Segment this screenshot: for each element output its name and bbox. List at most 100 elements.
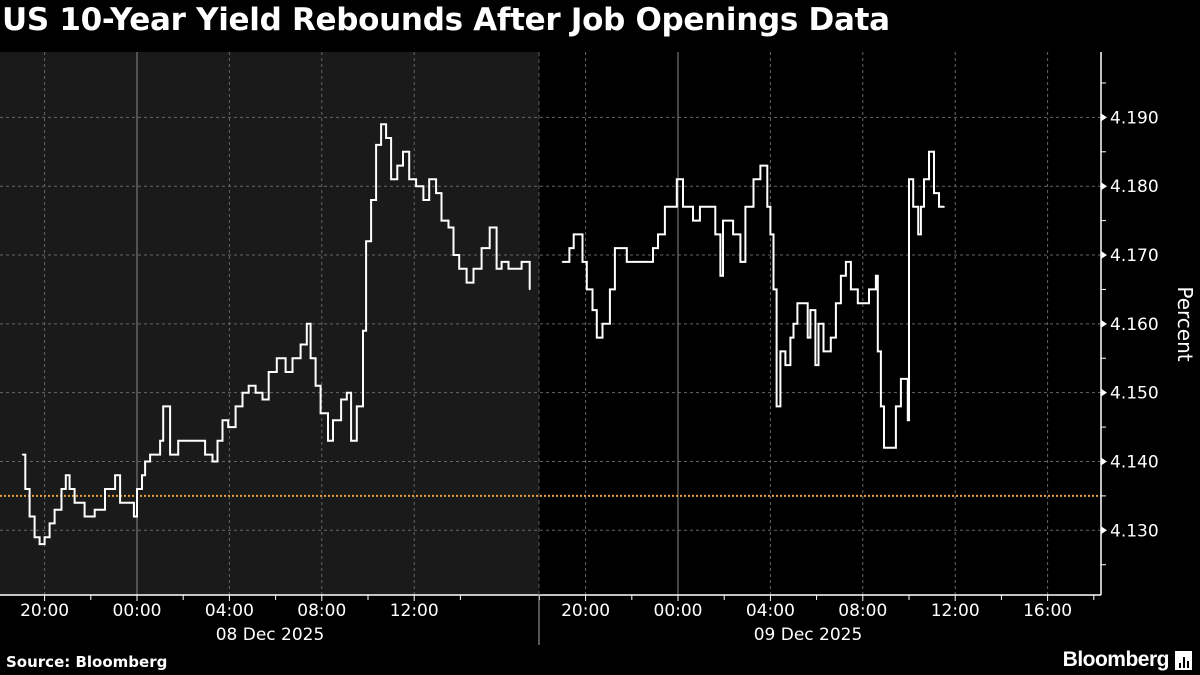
data-point [868,288,870,291]
data-point [572,233,575,236]
data-point [261,398,264,401]
data-point [601,323,604,325]
data-point [28,515,31,518]
data-point [385,137,387,139]
y-tick-label: 4.150 [1110,384,1159,404]
bloomberg-chart-icon [1175,650,1192,670]
data-point [435,192,437,194]
x-tick-label: 00:00 [113,601,162,621]
data-point [129,501,131,504]
data-point [908,178,910,181]
data-point [346,391,348,394]
data-point [639,261,641,263]
data-point [169,453,171,456]
data-point [875,274,877,277]
data-point [682,206,684,208]
data-point [809,309,812,311]
data-point [912,206,915,208]
data-point [390,178,392,181]
data-point [340,398,342,401]
data-point [789,336,792,339]
data-point [452,254,455,256]
x-tick-label: 20:00 [561,601,610,621]
data-point [428,178,431,181]
data-point [625,261,628,263]
data-point [796,302,799,304]
data-point [840,274,842,277]
data-point [350,440,352,442]
data-point [676,178,678,181]
data-point [830,336,832,339]
y-tick-marker [1101,526,1107,535]
y-tick-label: 4.140 [1110,452,1159,472]
data-point [83,515,86,518]
data-point [149,453,151,456]
data-point [204,453,206,456]
data-point [772,288,775,291]
data-point [928,150,930,153]
x-tick-label: 20:00 [20,601,69,621]
y-tick-marker [1101,251,1107,260]
data-point [327,440,329,442]
data-point [64,474,67,477]
data-point [267,371,270,373]
data-point [709,206,711,208]
data-point [900,378,902,380]
y-tick-marker [1101,457,1107,466]
data-point [133,515,135,518]
data-point [591,309,594,311]
data-point [141,474,143,477]
data-point [162,405,164,408]
data-point [114,474,116,477]
y-tick-label: 4.130 [1110,521,1159,541]
data-point [299,343,302,346]
data-point [714,233,717,236]
x-tick-label: 12:00 [931,601,980,621]
yield-line-1 [562,150,944,449]
data-point [500,261,503,263]
data-point [221,419,224,421]
x-tick-label: 08:00 [297,601,346,621]
y-tick-label: 4.160 [1110,315,1159,335]
data-point [822,350,825,353]
data-point [247,384,250,387]
data-point [488,226,491,229]
series-group [21,123,945,546]
data-point [305,323,308,325]
data-point [779,350,782,353]
data-point [408,178,410,181]
data-point [835,302,837,304]
data-point [520,261,523,263]
data-point [495,267,498,270]
data-point [194,440,196,442]
data-point [447,226,450,229]
data-point [415,185,417,188]
data-point [396,164,399,167]
data-point [856,302,859,304]
y-tick-marker [1101,182,1107,191]
y-tick-label: 4.170 [1110,246,1159,266]
data-point [422,199,425,201]
axes: 4.190 4.180 4.170 4.160 4.150 4.140 4.130 20:00… [0,52,1159,645]
y-tick-marker [1101,113,1107,122]
data-point [227,426,230,428]
data-point [568,247,571,249]
x-tick-label: 12:00 [390,601,439,621]
data-point [216,440,219,442]
x-tick-label: 16:00 [1023,601,1072,621]
data-point [784,364,787,366]
y-axis-label: Percent [1173,286,1197,361]
data-point [850,288,852,291]
data-point [595,336,598,339]
data-point [104,488,106,490]
data-point [73,501,76,504]
data-point [739,261,742,263]
data-point [254,391,257,394]
data-point [895,405,897,408]
data-point [370,199,372,201]
logo-text: Bloomberg [1062,648,1170,671]
data-point [284,371,287,373]
data-point [657,233,659,236]
data-point [917,233,920,236]
data-point [699,206,701,208]
